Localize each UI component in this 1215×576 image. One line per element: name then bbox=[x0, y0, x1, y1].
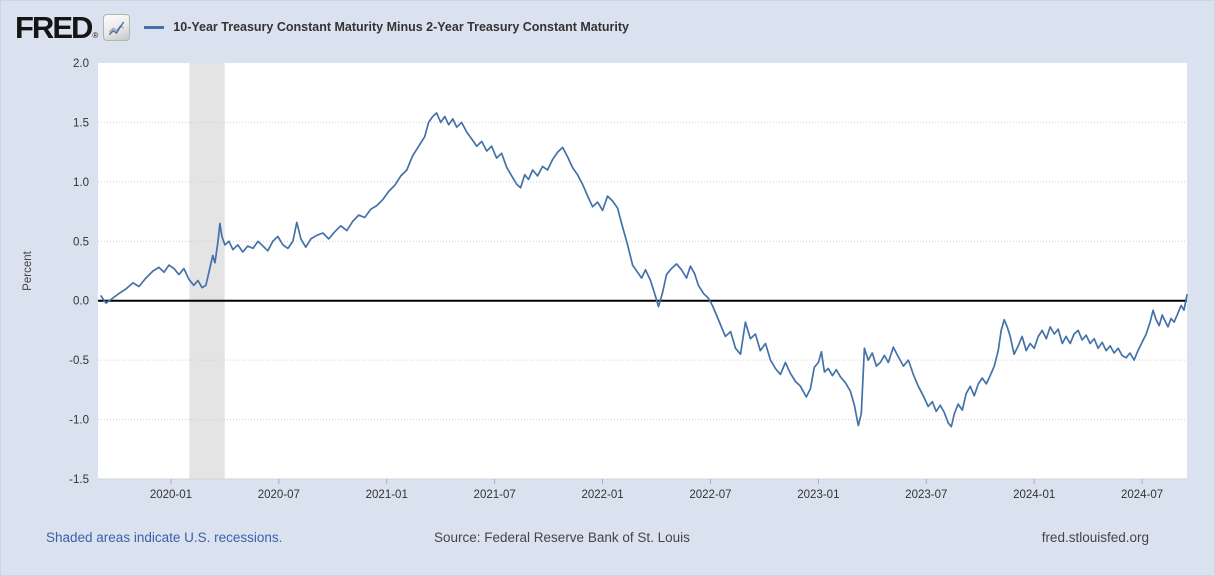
x-tick-label: 2021-01 bbox=[366, 489, 408, 501]
registered-trademark: ® bbox=[92, 30, 99, 40]
x-tick-label: 2024-01 bbox=[1013, 489, 1055, 501]
chart-header: FRED ® 10-Year Treasury Constant Maturit… bbox=[15, 9, 629, 45]
chart-footer: Shaded areas indicate U.S. recessions. S… bbox=[1, 530, 1214, 554]
y-tick-label: 2.0 bbox=[73, 58, 89, 70]
plot-background bbox=[98, 63, 1187, 479]
y-tick-label: 0.5 bbox=[73, 236, 89, 248]
y-tick-label: -1.0 bbox=[69, 415, 89, 427]
y-tick-label: 1.5 bbox=[73, 117, 89, 129]
chart-plot-area[interactable]: 2.0 1.5 1.0 0.5 0.0 -0.5 -1.0 -1.5 Percent 2020-0… bbox=[1, 1, 1214, 521]
recession-band bbox=[189, 63, 225, 479]
legend-series-label: 10-Year Treasury Constant Maturity Minus… bbox=[173, 20, 629, 34]
y-axis-title: Percent bbox=[22, 250, 34, 290]
fred-logo[interactable]: FRED ® bbox=[15, 9, 131, 45]
source-text: Source: Federal Reserve Bank of St. Loui… bbox=[434, 530, 690, 545]
x-tick-label: 2023-07 bbox=[905, 489, 947, 501]
series-line bbox=[100, 112, 1188, 428]
x-tick-label: 2020-07 bbox=[258, 489, 300, 501]
x-tick-label: 2024-07 bbox=[1121, 489, 1163, 501]
x-tick-label: 2022-01 bbox=[581, 489, 623, 501]
y-tick-label: 0.0 bbox=[73, 296, 89, 308]
line-chart-icon bbox=[103, 13, 131, 41]
x-tick-label: 2020-01 bbox=[150, 489, 192, 501]
y-tick-label: 1.0 bbox=[73, 177, 89, 189]
fred-logo-text: FRED bbox=[15, 9, 93, 45]
fred-url-text: fred.stlouisfed.org bbox=[1041, 530, 1149, 545]
legend-line-swatch bbox=[144, 25, 165, 29]
x-tick-label: 2022-07 bbox=[689, 489, 731, 501]
recessions-link[interactable]: Shaded areas indicate U.S. recessions. bbox=[46, 530, 283, 545]
y-tick-label: -1.5 bbox=[69, 474, 89, 486]
x-tick-label: 2021-07 bbox=[474, 489, 516, 501]
y-tick-label: -0.5 bbox=[69, 355, 89, 367]
x-tick-label: 2023-01 bbox=[797, 489, 839, 501]
